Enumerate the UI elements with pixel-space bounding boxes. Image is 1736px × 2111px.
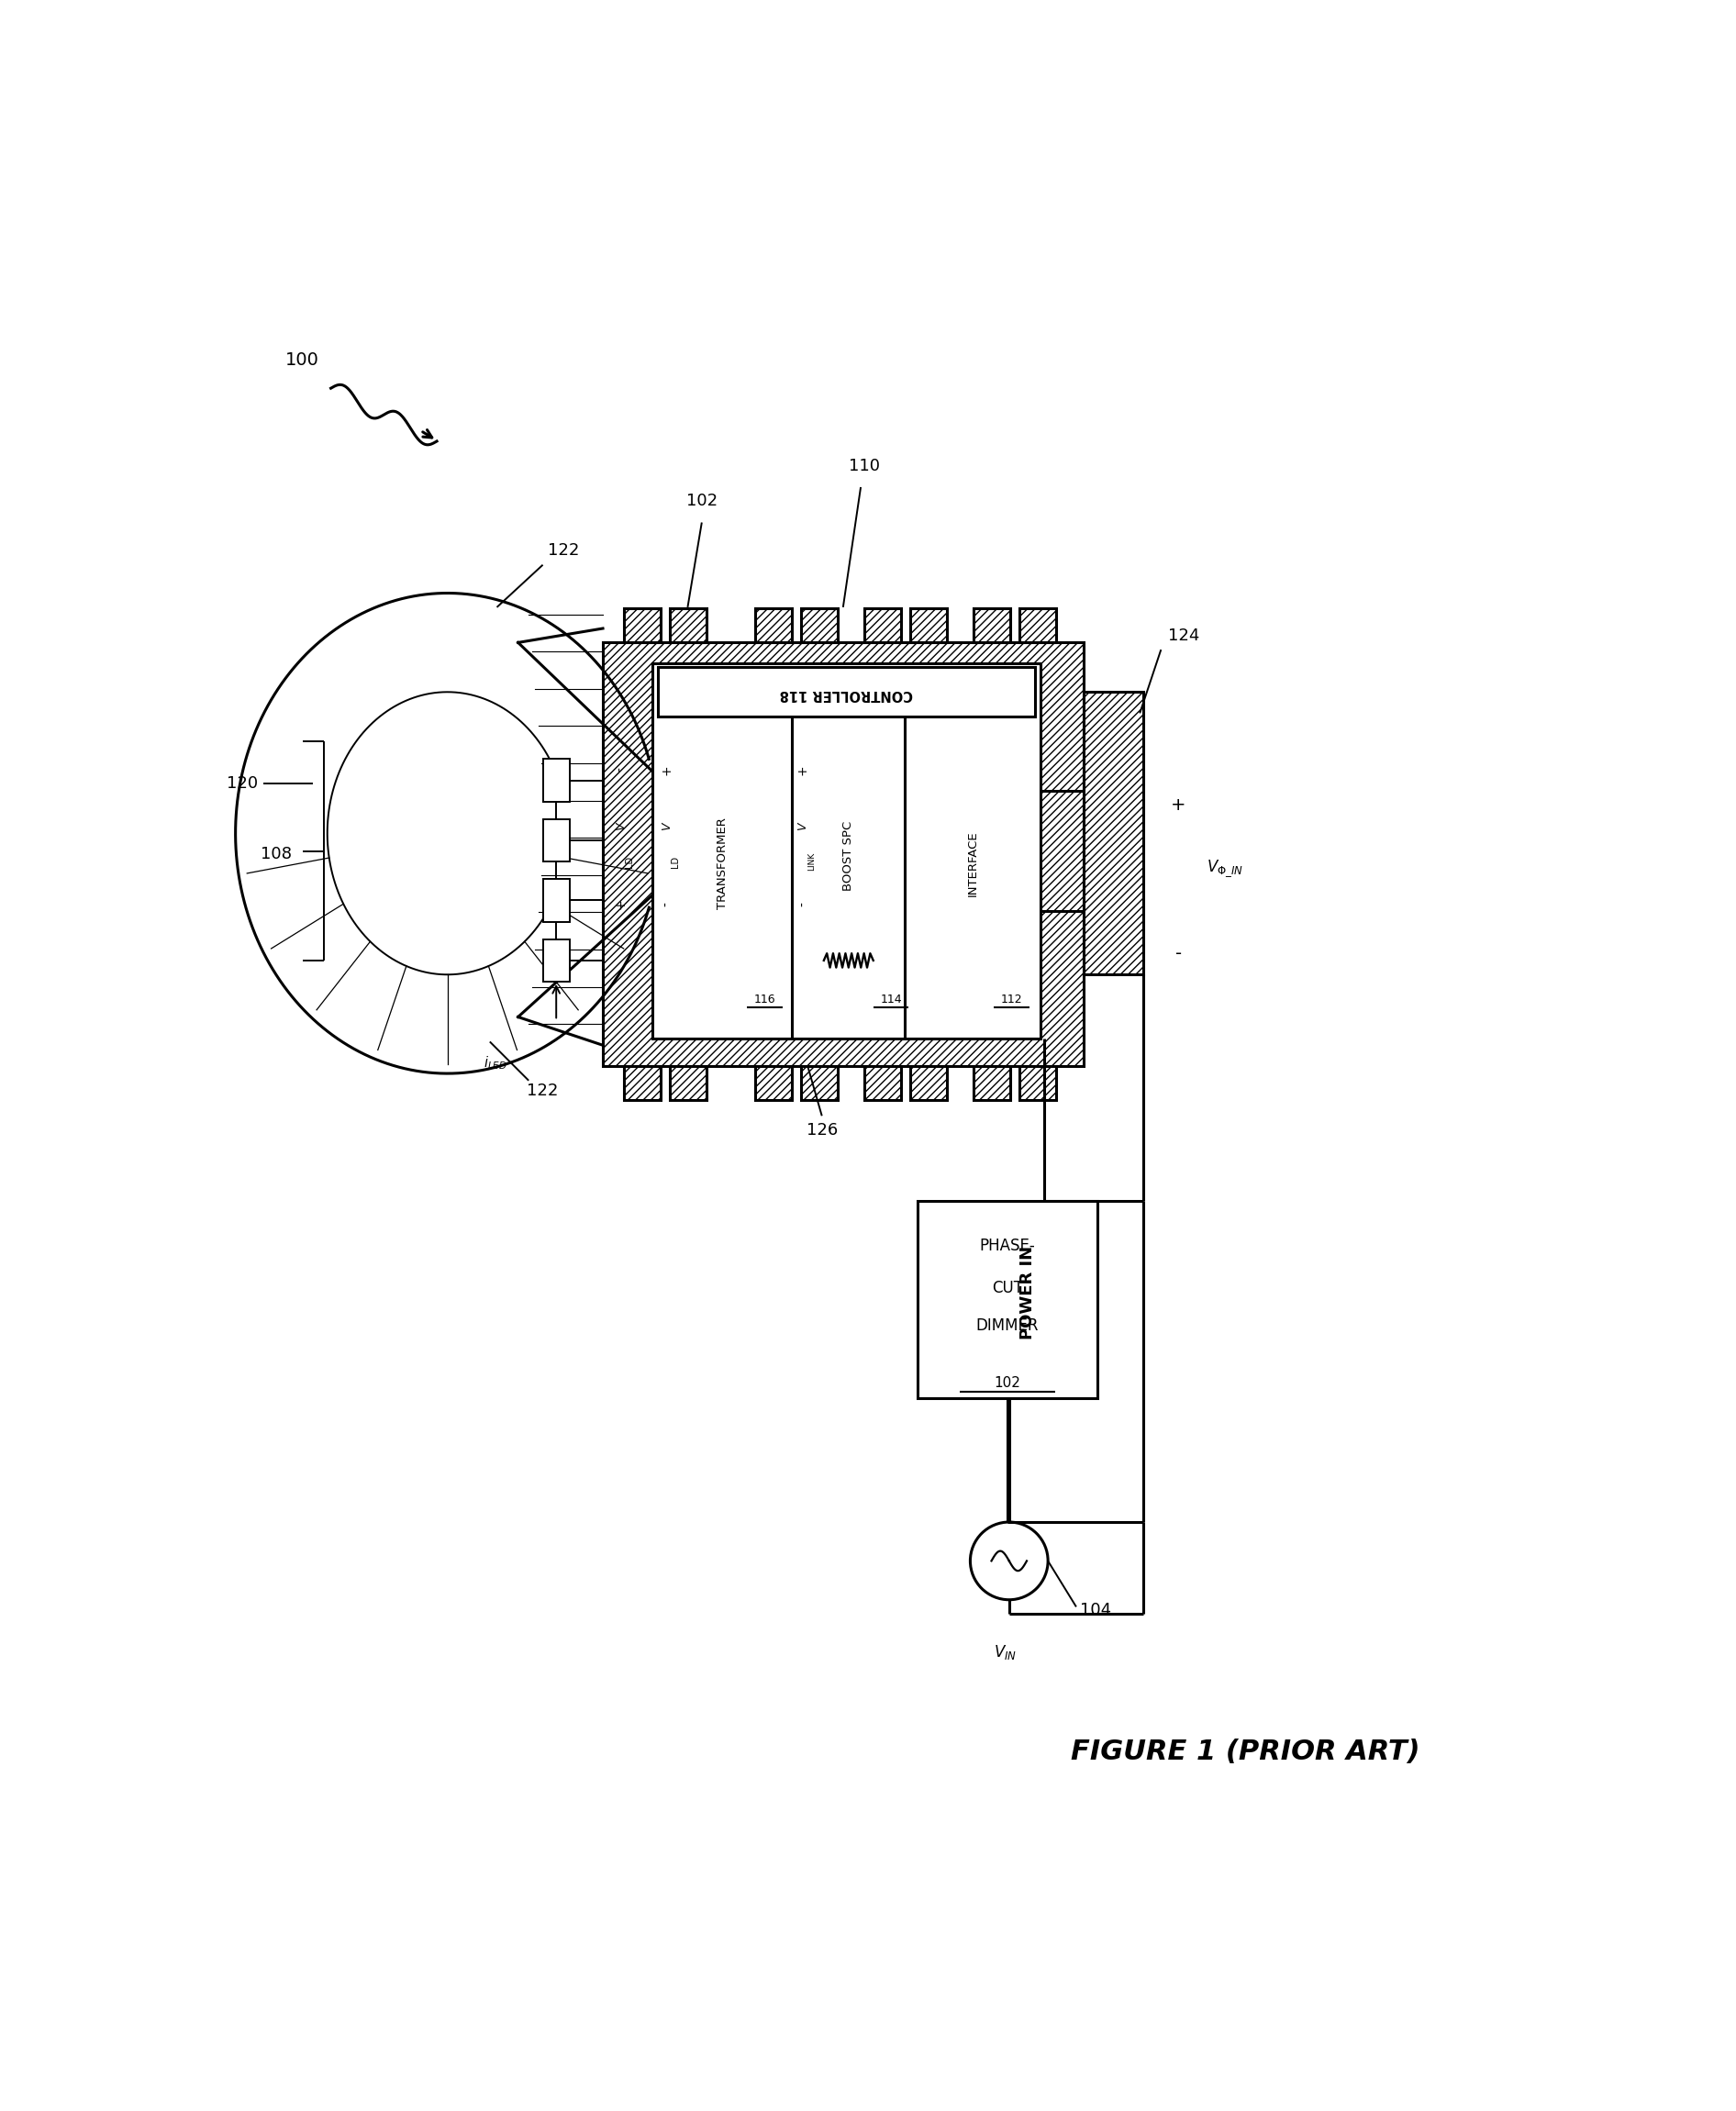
Bar [910,1066,946,1100]
Text: CONTROLLER 118: CONTROLLER 118 [779,686,913,701]
Text: -: - [1175,944,1182,963]
Bar [800,1066,837,1100]
Text: POWER IN: POWER IN [1019,1245,1036,1338]
Text: 102: 102 [686,494,717,509]
Text: 114: 114 [880,994,901,1005]
Bar [917,1201,1097,1397]
Text: V: V [615,823,627,830]
Text: V: V [660,823,672,830]
Text: FIGURE 1 (PRIOR ART): FIGURE 1 (PRIOR ART) [1071,1737,1420,1765]
Text: $V_{IN}$: $V_{IN}$ [995,1644,1017,1661]
Bar [623,608,661,642]
Bar [865,1066,901,1100]
Text: PHASE-: PHASE- [979,1237,1035,1254]
Text: +: + [797,764,809,775]
Text: 108: 108 [260,847,292,863]
Bar [755,608,792,642]
Bar [974,1066,1010,1100]
Text: DIMMER: DIMMER [976,1317,1038,1334]
Bar [1019,1066,1057,1100]
Text: TRANSFORMER: TRANSFORMER [717,817,727,910]
Text: 110: 110 [849,458,880,475]
Text: 104: 104 [1080,1602,1111,1619]
Bar [670,1066,707,1100]
Text: 122: 122 [549,543,580,559]
Text: BOOST SPC: BOOST SPC [842,821,854,891]
Bar [543,939,569,982]
Text: -: - [797,901,809,906]
Bar [910,608,946,642]
Text: V: V [797,823,809,830]
Text: 116: 116 [753,994,776,1005]
Bar [1083,692,1144,975]
Bar [623,1066,661,1100]
Text: 124: 124 [1168,627,1200,644]
Text: 120: 120 [227,775,259,792]
Bar [670,608,707,642]
Text: +: + [1172,796,1186,813]
Bar [602,642,1083,1066]
Bar [865,608,901,642]
Text: 122: 122 [528,1083,559,1100]
Bar [974,608,1010,642]
Text: 126: 126 [806,1121,837,1138]
Text: $i_{LED}$: $i_{LED}$ [484,1053,507,1072]
Text: $V_{\Phi\_IN}$: $V_{\Phi\_IN}$ [1207,859,1243,878]
Text: INTERFACE: INTERFACE [967,830,979,897]
Text: 102: 102 [995,1376,1021,1389]
Text: -: - [615,768,627,773]
Text: -: - [660,901,674,906]
Bar [653,663,1042,1039]
Text: 100: 100 [286,350,319,369]
Bar [755,1066,792,1100]
Text: 112: 112 [1002,994,1023,1005]
Bar [658,667,1035,718]
Bar [800,608,837,642]
Text: LD: LD [670,855,679,868]
Bar [543,878,569,923]
Text: CUT: CUT [991,1279,1023,1296]
Text: +: + [660,764,674,775]
Text: LD: LD [625,855,634,868]
Text: +: + [615,899,627,910]
Bar [543,760,569,802]
Bar [543,819,569,861]
Text: LINK: LINK [807,853,816,872]
Bar [1019,608,1057,642]
